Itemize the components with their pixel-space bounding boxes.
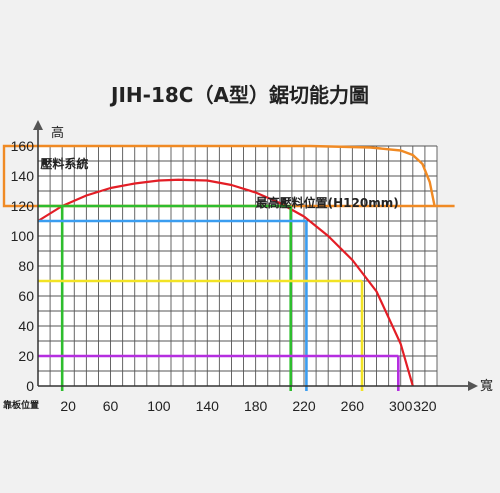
fence-position-label: 靠板位置 xyxy=(3,399,39,411)
y-tick-label: 100 xyxy=(11,228,35,244)
y-tick-label: 140 xyxy=(11,168,35,184)
chart-title: JIH-18C（A型）鋸切能力圖 xyxy=(109,83,369,107)
y-tick-label: 120 xyxy=(11,198,35,214)
x-tick-label: 60 xyxy=(103,398,119,414)
x-tick-label: 300 xyxy=(389,398,413,414)
y-tick-label: 0 xyxy=(26,378,34,394)
y-tick-label: 160 xyxy=(11,138,35,154)
y-axis-label: 高 xyxy=(51,125,64,141)
y-tick-label: 20 xyxy=(18,348,34,364)
chart-annotation: 最高壓料位置(H120mm) xyxy=(256,195,399,210)
x-axis-arrow xyxy=(468,381,478,391)
x-tick-label: 20 xyxy=(60,398,76,414)
y-axis-arrow xyxy=(33,120,43,130)
capacity-curve-line xyxy=(37,178,414,387)
x-tick-label: 140 xyxy=(196,398,220,414)
y-tick-label: 80 xyxy=(18,258,34,274)
x-tick-label: 260 xyxy=(341,398,365,414)
clamp-system-line xyxy=(38,144,436,207)
x-tick-label: 100 xyxy=(147,398,171,414)
x-tick-label: 180 xyxy=(244,398,268,414)
y-tick-label: 60 xyxy=(18,288,34,304)
x-tick-label: 320 xyxy=(413,398,437,414)
y-tick-label: 40 xyxy=(18,318,34,334)
x-axis-label: 寬 xyxy=(480,378,493,394)
chart-annotation: 壓料系統 xyxy=(40,156,88,171)
x-tick-label: 220 xyxy=(292,398,316,414)
